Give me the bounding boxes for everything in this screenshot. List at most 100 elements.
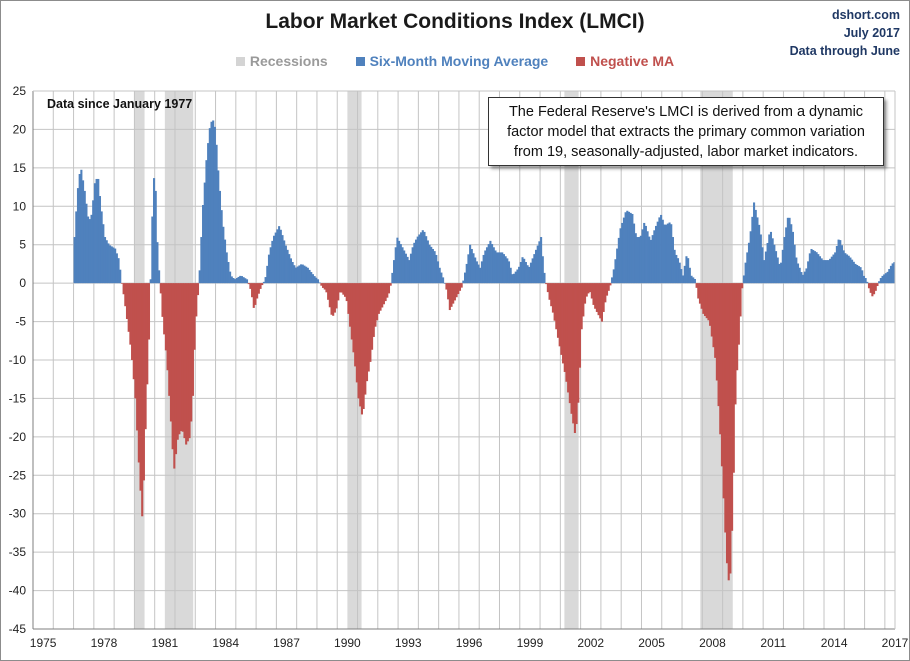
bar-2012.333 [790, 224, 793, 284]
bar-1987.417 [284, 245, 287, 284]
bar-2005.667 [654, 225, 658, 284]
bar-2005.083 [643, 222, 646, 284]
bar-2000.333 [546, 283, 549, 293]
bar-1997.250 [484, 250, 487, 284]
bar-1988.333 [303, 265, 306, 284]
bar-2010.500 [753, 202, 756, 284]
x-tick-label: 2011 [760, 636, 786, 650]
bar-1978.917 [112, 247, 115, 284]
bar-1982.250 [180, 283, 183, 432]
bar-1982.833 [191, 283, 194, 396]
bar-2006.500 [671, 237, 674, 284]
bar-1983.583 [207, 143, 210, 284]
bar-2002.333 [587, 283, 590, 294]
data-since-annotation: Data since January 1977 [47, 97, 193, 111]
bar-2015.500 [854, 263, 857, 284]
bar-1979.417 [122, 283, 125, 295]
bar-1980.583 [146, 283, 149, 385]
bar-1998.417 [507, 261, 511, 284]
bar-1996.750 [474, 257, 477, 284]
bar-1978.083 [95, 178, 98, 284]
bar-1988.167 [300, 264, 303, 284]
bar-1996.000 [458, 283, 462, 291]
bar-2013.000 [803, 271, 806, 284]
bar-2014.333 [830, 256, 833, 284]
bar-1978.250 [98, 196, 102, 284]
bar-1994.667 [431, 248, 434, 284]
bar-1984.000 [215, 144, 218, 284]
bar-1997.667 [492, 247, 495, 284]
bar-2016.750 [879, 278, 882, 284]
bar-1978.500 [103, 237, 107, 284]
bar-2012.250 [788, 217, 791, 284]
bar-1981.583 [166, 283, 169, 371]
bar-1979.583 [125, 283, 129, 320]
bar-2007.250 [687, 258, 690, 284]
bar-2001.917 [578, 283, 582, 368]
bar-1992.250 [382, 283, 385, 305]
bar-1986.417 [264, 277, 267, 284]
x-tick-label: 2014 [821, 636, 848, 650]
bar-1980.250 [139, 283, 142, 491]
bar-1998.083 [501, 252, 504, 284]
bar-2011.000 [763, 260, 766, 284]
bar-2015.667 [857, 266, 860, 284]
bar-2003.833 [617, 237, 620, 284]
bar-1985.917 [254, 283, 257, 305]
bar-2015.250 [849, 257, 852, 284]
bar-2009.417 [731, 283, 734, 531]
bar-2000.667 [553, 283, 556, 321]
bar-2001.333 [567, 283, 570, 393]
bar-1987.500 [286, 249, 289, 284]
bar-1995.750 [453, 283, 456, 301]
bar-2002.000 [580, 283, 583, 330]
bar-1981.500 [164, 283, 167, 351]
bar-2010.833 [759, 234, 762, 284]
bar-1977.667 [87, 216, 90, 284]
bar-1980.667 [147, 283, 151, 340]
bar-2009.917 [741, 283, 744, 289]
x-tick-label: 1993 [395, 636, 422, 650]
bar-1988.667 [310, 272, 313, 284]
bar-2013.417 [812, 250, 815, 284]
chart-title: Labor Market Conditions Index (LMCI) [265, 10, 645, 33]
bar-1977.750 [88, 219, 91, 284]
x-tick-label: 1975 [30, 636, 57, 650]
bar-2014.083 [825, 260, 828, 284]
bar-2002.083 [582, 283, 585, 317]
bar-1982.583 [186, 283, 189, 442]
bar-2011.417 [771, 238, 774, 284]
bar-1979.250 [119, 269, 122, 284]
bar-1988.000 [296, 266, 299, 284]
bar-1984.833 [232, 278, 235, 284]
bar-1983.750 [210, 121, 213, 284]
bar-2013.583 [815, 252, 818, 284]
bar-1994.500 [428, 244, 431, 284]
bar-2014.250 [829, 258, 832, 284]
bar-1981.750 [169, 283, 172, 422]
bar-1996.583 [470, 248, 473, 284]
bar-2016.083 [866, 281, 869, 284]
legend-swatch-negative-ma [576, 57, 586, 66]
bar-1990.417 [345, 283, 348, 302]
bar-1991.833 [374, 283, 377, 327]
bar-2006.833 [678, 262, 681, 284]
bar-1999.167 [523, 258, 526, 284]
bar-1997.167 [482, 254, 485, 284]
bar-2003.750 [616, 248, 619, 284]
bar-1983.500 [205, 160, 208, 284]
bar-1986.333 [262, 281, 265, 284]
bar-2014.917 [842, 250, 845, 284]
bar-1997.333 [485, 247, 489, 284]
bar-1980.333 [141, 283, 144, 517]
bar-1986.250 [261, 283, 264, 286]
bar-1989.250 [322, 283, 325, 288]
bar-1981.083 [156, 242, 159, 284]
bar-1981.667 [168, 283, 171, 396]
bar-2016.000 [864, 278, 867, 284]
y-tick-label: -45 [9, 622, 27, 636]
bar-2010.250 [747, 242, 751, 284]
bar-1992.417 [386, 283, 389, 298]
bar-1996.500 [469, 244, 472, 284]
bar-1977.333 [80, 169, 83, 284]
